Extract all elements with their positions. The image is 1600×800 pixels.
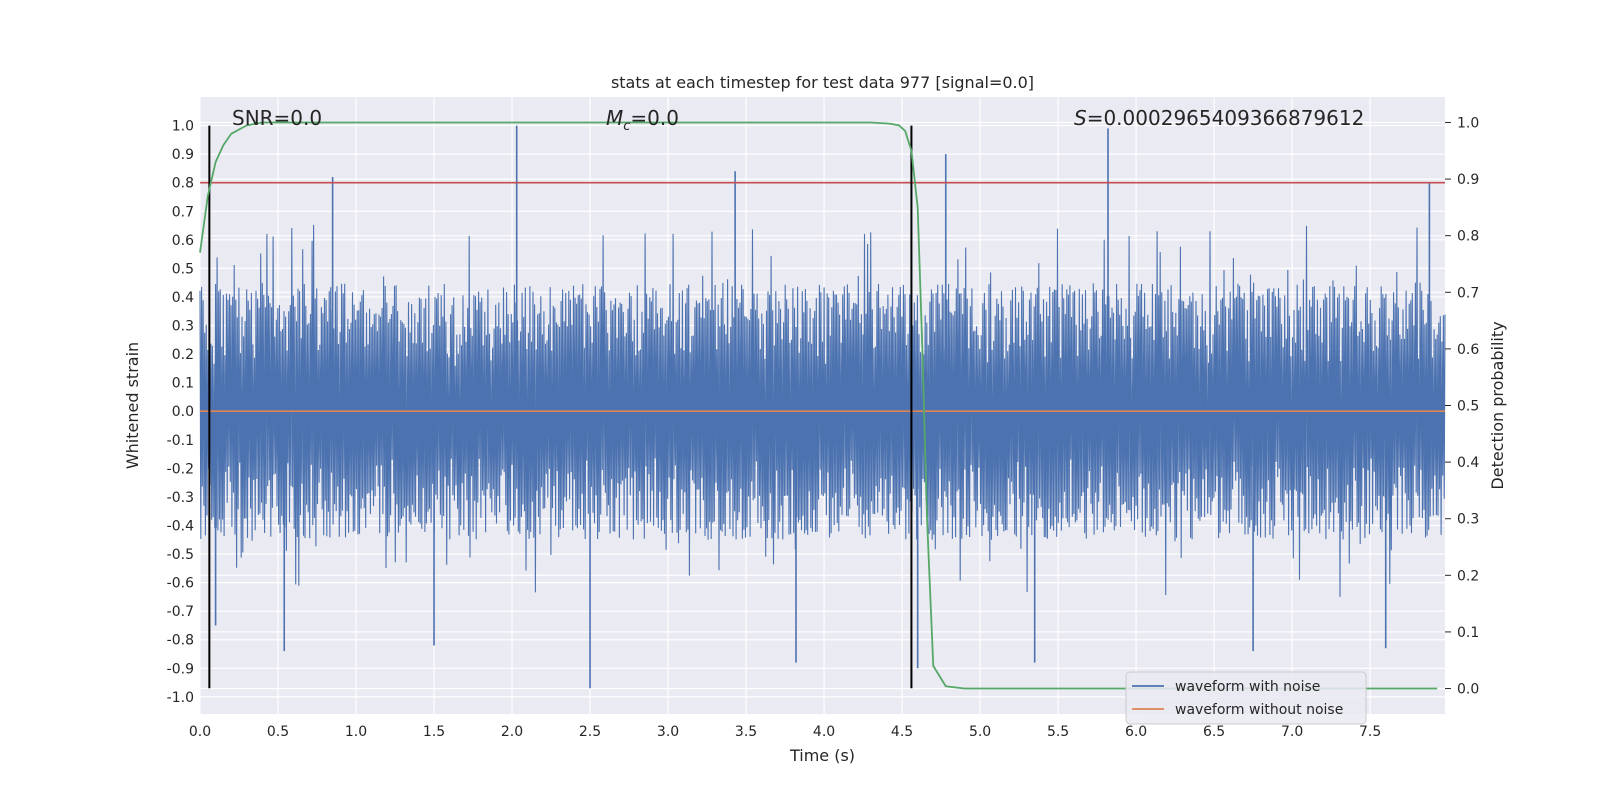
x-tick-label: 3.5 xyxy=(735,724,757,740)
legend-box xyxy=(1125,671,1367,725)
y-tick-label: -0.8 xyxy=(167,633,194,649)
s-symbol: S xyxy=(1074,106,1087,130)
chart-title: stats at each timestep for test data 977… xyxy=(611,73,1034,92)
s-value: =0.00029654093668796​12 xyxy=(1087,106,1365,130)
y-tick-label: -0.7 xyxy=(167,604,194,620)
y-tick-label: 0.8 xyxy=(172,176,194,192)
y-right-tick-label: 0.9 xyxy=(1457,172,1479,188)
y-axis-right-label: Detection probability xyxy=(1488,321,1507,489)
legend-label-clean: waveform without noise xyxy=(1175,702,1343,718)
y-tick-label: -0.5 xyxy=(167,547,194,563)
x-tick-label: 4.5 xyxy=(891,724,913,740)
x-axis-label: Time (s) xyxy=(789,746,855,765)
mc-value: =0.0 xyxy=(630,106,679,130)
x-tick-label: 5.0 xyxy=(969,724,991,740)
y-tick-label: -0.3 xyxy=(167,490,194,506)
y-tick-label: 0.1 xyxy=(172,376,194,392)
detection-probability-line xyxy=(199,121,1438,690)
overlay-lines xyxy=(199,121,1445,690)
y-right-tick-label: 1.0 xyxy=(1457,115,1479,131)
y-tick-label: 0.7 xyxy=(172,204,194,220)
x-tick-label: 2.5 xyxy=(579,724,601,740)
x-tick-label: 1.5 xyxy=(423,724,445,740)
y-tick-label: 0.5 xyxy=(172,261,194,277)
y-tick-label: 0.6 xyxy=(172,233,194,249)
y-tick-label: 0.4 xyxy=(172,290,194,306)
y-tick-label: -0.2 xyxy=(167,461,194,477)
x-tick-label: 0.5 xyxy=(267,724,289,740)
y-right-tick-label: 0.7 xyxy=(1457,285,1479,301)
y-tick-label: -0.4 xyxy=(167,518,194,534)
s-annotation: S=0.00029654093668796​12 xyxy=(1074,106,1364,130)
tick-labels: 0.0 0.5 1.0 1.5 2.0 2.5 3.0 3.5 4.0 4.5 5.0 5.5 6.0 6… xyxy=(167,115,1480,740)
y-right-tick-label: 0.6 xyxy=(1457,342,1479,358)
y-right-tick-label: 0.3 xyxy=(1457,512,1479,528)
y-tick-label: 0.0 xyxy=(172,404,194,420)
x-tick-label: 2.0 xyxy=(501,724,523,740)
mc-symbol: M xyxy=(606,106,623,130)
y-right-tick-label: 0.0 xyxy=(1457,682,1479,698)
y-axis-label: Whitened strain xyxy=(123,342,142,469)
snr-annotation: SNR=0.0 xyxy=(232,106,322,130)
legend-label-noise: waveform with noise xyxy=(1175,679,1320,695)
y-right-tick-label: 0.8 xyxy=(1457,229,1479,245)
y-tick-label: 0.3 xyxy=(172,319,194,335)
waveform-with-noise-series xyxy=(199,125,1446,689)
x-tick-label: 6.0 xyxy=(1125,724,1147,740)
mc-subscript: c xyxy=(623,119,630,134)
legend: waveform with noise waveform without noi… xyxy=(1125,671,1367,725)
x-tick-label: 3.0 xyxy=(657,724,679,740)
x-tick-label: 5.5 xyxy=(1047,724,1069,740)
waveform-noise-trace xyxy=(199,224,1446,597)
y-tick-label: 1.0 xyxy=(172,119,194,135)
y-tick-label: 0.9 xyxy=(172,147,194,163)
y-tick-label: -0.6 xyxy=(167,576,194,592)
y-tick-label: -0.9 xyxy=(167,661,194,677)
x-tick-label: 4.0 xyxy=(813,724,835,740)
y-right-tick-label: 0.5 xyxy=(1457,399,1479,415)
y-tick-label: 0.2 xyxy=(172,347,194,363)
y-right-tick-label: 0.2 xyxy=(1457,568,1479,584)
x-tick-label: 0.0 xyxy=(189,724,211,740)
y-right-tick-label: 0.4 xyxy=(1457,455,1479,471)
x-tick-label: 7.0 xyxy=(1281,724,1303,740)
y-right-tick-label: 0.1 xyxy=(1457,625,1479,641)
chirp-mass-annotation: Mc=0.0 xyxy=(606,106,679,134)
x-tick-label: 6.5 xyxy=(1203,724,1225,740)
y-tick-label: -1.0 xyxy=(167,690,194,706)
x-tick-label: 7.5 xyxy=(1359,724,1381,740)
x-tick-label: 1.0 xyxy=(345,724,367,740)
y-tick-label: -0.1 xyxy=(167,433,194,449)
